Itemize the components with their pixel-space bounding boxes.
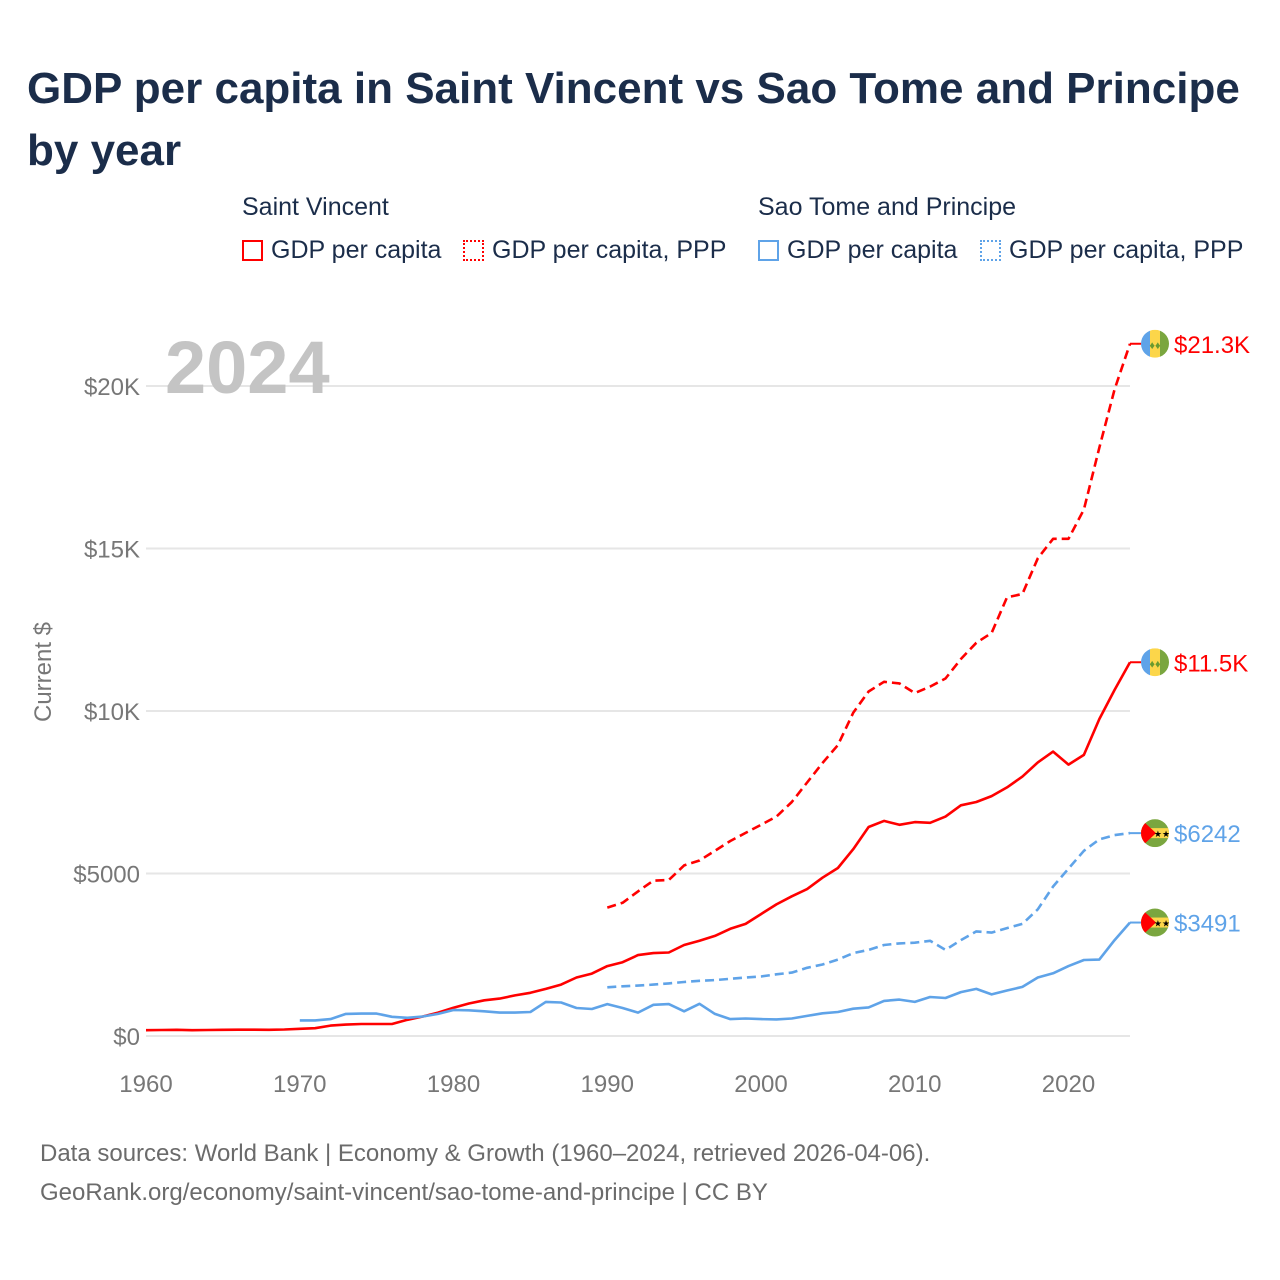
- flag-stripe: [1150, 648, 1160, 677]
- flag-stars: ★★: [1154, 829, 1170, 839]
- flag-triangle: [1141, 819, 1156, 848]
- legend-item-stp-gdp[interactable]: GDP per capita: [758, 236, 957, 265]
- x-tick-label: 2000: [734, 1071, 787, 1098]
- legend-swatch-dotted: [463, 240, 484, 261]
- flag-triangle: [1141, 908, 1156, 937]
- footer-sources: Data sources: World Bank | Economy & Gro…: [40, 1140, 931, 1167]
- y-axis-label: Current $: [30, 622, 57, 722]
- legend-swatch-solid: [242, 240, 263, 261]
- x-tick-label: 2020: [1042, 1071, 1095, 1098]
- flag-stripe: [1160, 329, 1169, 358]
- y-tick-label: $10K: [84, 699, 140, 726]
- legend-label: GDP per capita: [271, 236, 442, 264]
- sao-tome-flag-icon: ★★: [1141, 908, 1170, 937]
- y-tick-label: $20K: [84, 374, 140, 401]
- series-line: [607, 831, 1131, 989]
- flag-stripe: [1141, 648, 1150, 677]
- legend-label: GDP per capita, PPP: [1009, 236, 1244, 264]
- x-tick-label: 1990: [581, 1071, 634, 1098]
- flag-diamonds: ♦♦: [1149, 340, 1161, 352]
- legend-swatch-solid: [758, 240, 779, 261]
- end-value-label: $6242: [1174, 821, 1241, 848]
- flag-body: ★★: [1141, 908, 1170, 937]
- y-tick-label: $5000: [73, 862, 140, 889]
- legend-item-sv-gdp[interactable]: GDP per capita: [242, 236, 441, 265]
- saint-vincent-flag-icon: ♦♦: [1141, 648, 1169, 677]
- y-tick-label: $0: [113, 1024, 140, 1051]
- x-tick-label: 1980: [427, 1071, 480, 1098]
- x-tick-label: 1970: [273, 1071, 326, 1098]
- flag-stripe: [1141, 329, 1150, 358]
- legend-label: GDP per capita: [787, 236, 958, 264]
- legend-item-stp-ppp[interactable]: GDP per capita, PPP: [980, 236, 1243, 265]
- series-line: [299, 921, 1131, 1022]
- y-tick-label: $15K: [84, 537, 140, 564]
- flag-stripe: [1150, 329, 1160, 358]
- flag-body: ♦♦: [1141, 648, 1169, 677]
- legend-item-sv-ppp[interactable]: GDP per capita, PPP: [463, 236, 726, 265]
- end-value-label: $3491: [1174, 911, 1241, 938]
- flag-stars: ★★: [1154, 919, 1170, 929]
- legend-group-saint-vincent: Saint Vincent: [242, 193, 389, 221]
- flag-stripe: [1160, 648, 1169, 677]
- legend-label: GDP per capita, PPP: [492, 236, 727, 264]
- saint-vincent-flag-icon: ♦♦: [1141, 329, 1169, 358]
- x-tick-label: 2010: [888, 1071, 941, 1098]
- end-value-label: $21.3K: [1174, 332, 1250, 359]
- end-value-label: $11.5K: [1174, 650, 1248, 677]
- sao-tome-flag-icon: ★★: [1141, 819, 1170, 848]
- legend-swatch-dotted: [980, 240, 1001, 261]
- year-label: 2024: [165, 326, 330, 409]
- x-tick-label: 1960: [119, 1071, 172, 1098]
- series-line: [606, 343, 1132, 909]
- footer-link[interactable]: GeoRank.org/economy/saint-vincent/sao-to…: [40, 1179, 768, 1206]
- flag-body: ♦♦: [1141, 329, 1169, 358]
- legend-group-sao-tome: Sao Tome and Principe: [758, 193, 1017, 221]
- series-line: [145, 661, 1132, 1032]
- flag-diamonds: ♦♦: [1149, 658, 1161, 670]
- flag-body: ★★: [1141, 819, 1170, 848]
- chart-title: GDP per capita in Saint Vincent vs Sao T…: [27, 64, 1240, 175]
